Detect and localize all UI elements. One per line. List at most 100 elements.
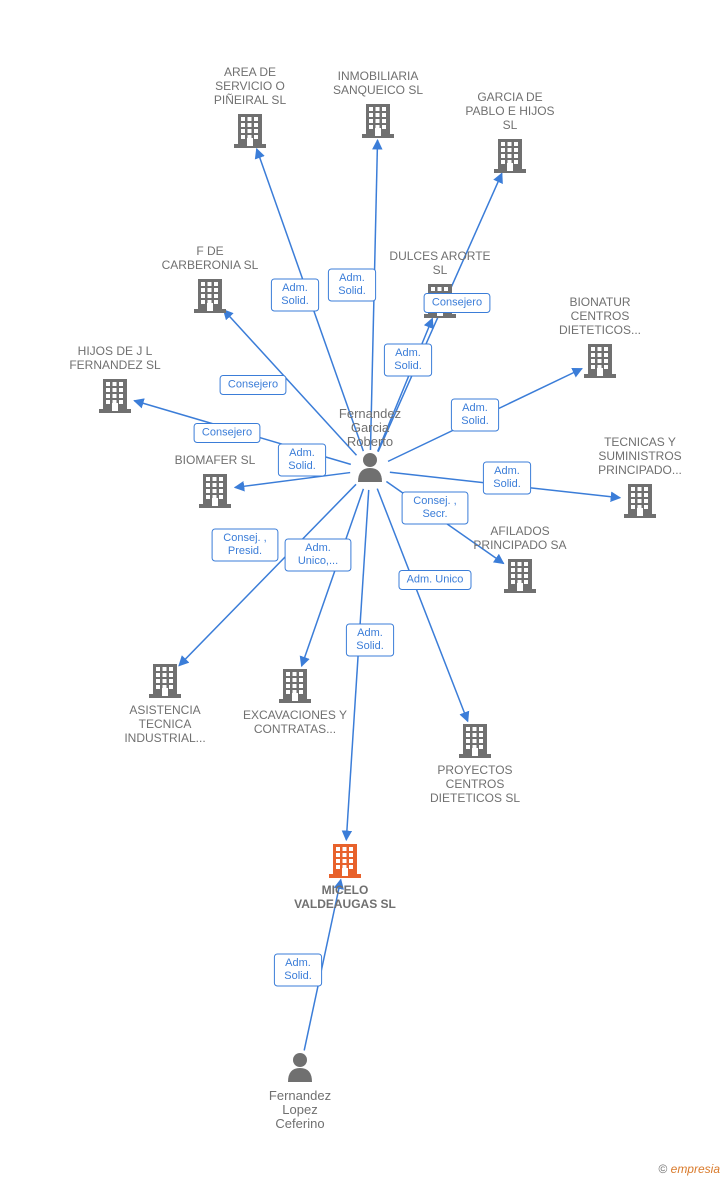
- svg-text:CENTROS: CENTROS: [571, 309, 630, 323]
- edge-label: Adm.Solid.: [346, 624, 393, 656]
- svg-text:AREA DE: AREA DE: [224, 65, 276, 79]
- svg-text:SL: SL: [503, 118, 518, 132]
- svg-text:Solid.: Solid.: [284, 970, 312, 982]
- svg-text:Adm.: Adm.: [289, 447, 315, 459]
- svg-text:Solid.: Solid.: [461, 415, 489, 427]
- company-node: PROYECTOSCENTROSDIETETICOS SL: [430, 724, 520, 805]
- svg-text:PABLO E HIJOS: PABLO E HIJOS: [465, 104, 554, 118]
- svg-text:INDUSTRIAL...: INDUSTRIAL...: [124, 731, 205, 745]
- edge-label: Adm.Solid.: [328, 269, 375, 301]
- company-node: EXCAVACIONES YCONTRATAS...: [243, 669, 347, 736]
- edge-label: Adm.Unico,...: [285, 539, 351, 571]
- svg-text:Ceferino: Ceferino: [275, 1116, 324, 1131]
- svg-text:Solid.: Solid.: [356, 640, 384, 652]
- svg-text:Consej. ,: Consej. ,: [223, 532, 266, 544]
- company-node-highlight: MICELOVALDEAUGAS SL: [294, 844, 396, 911]
- svg-text:Secr.: Secr.: [422, 508, 447, 520]
- edge-label: Adm.Solid.: [278, 444, 325, 476]
- edge-label: Adm.Solid.: [483, 462, 530, 494]
- svg-text:VALDEAUGAS SL: VALDEAUGAS SL: [294, 897, 396, 911]
- svg-text:EXCAVACIONES Y: EXCAVACIONES Y: [243, 708, 347, 722]
- edge-label: Consej. ,Presid.: [212, 529, 278, 561]
- company-node: ASISTENCIATECNICAINDUSTRIAL...: [124, 664, 205, 745]
- svg-text:INMOBILIARIA: INMOBILIARIA: [338, 69, 419, 83]
- edge-label: Consejero: [194, 424, 260, 443]
- svg-text:Unico,...: Unico,...: [298, 555, 338, 567]
- brand-name: empresia: [671, 1162, 720, 1176]
- svg-text:DULCES ARORTE: DULCES ARORTE: [389, 249, 490, 263]
- svg-text:F DE: F DE: [196, 244, 223, 258]
- edge-label: Adm.Solid.: [451, 399, 498, 431]
- edge-label: Consejero: [220, 376, 286, 395]
- svg-text:BIONATUR: BIONATUR: [569, 295, 630, 309]
- company-node: AFILADOSPRINCIPADO SA: [473, 524, 566, 593]
- company-node: AREA DESERVICIO OPIÑEIRAL SL: [214, 65, 287, 148]
- svg-text:Adm.: Adm.: [339, 272, 365, 284]
- svg-text:Solid.: Solid.: [288, 460, 316, 472]
- svg-text:Solid.: Solid.: [281, 295, 309, 307]
- svg-text:Adm.: Adm.: [462, 402, 488, 414]
- svg-text:BIOMAFER SL: BIOMAFER SL: [175, 453, 256, 467]
- svg-text:Lopez: Lopez: [282, 1102, 317, 1117]
- company-node: INMOBILIARIASANQUEICO SL: [333, 69, 423, 138]
- svg-text:Consejero: Consejero: [202, 427, 252, 439]
- svg-text:Adm.: Adm.: [357, 627, 383, 639]
- footer-copyright: © empresia: [658, 1162, 720, 1176]
- svg-text:Roberto: Roberto: [347, 434, 393, 449]
- svg-text:Consejero: Consejero: [432, 297, 482, 309]
- svg-text:SANQUEICO SL: SANQUEICO SL: [333, 83, 423, 97]
- svg-text:Solid.: Solid.: [338, 285, 366, 297]
- svg-text:TECNICAS Y: TECNICAS Y: [604, 435, 676, 449]
- edge-label: Adm.Solid.: [384, 344, 431, 376]
- svg-text:AFILADOS: AFILADOS: [490, 524, 549, 538]
- svg-text:TECNICA: TECNICA: [139, 717, 192, 731]
- svg-text:PROYECTOS: PROYECTOS: [437, 763, 512, 777]
- svg-text:SERVICIO O: SERVICIO O: [215, 79, 285, 93]
- svg-text:Garcia: Garcia: [351, 420, 390, 435]
- svg-text:Adm. Unico: Adm. Unico: [407, 574, 464, 586]
- svg-text:CENTROS: CENTROS: [446, 777, 505, 791]
- company-node: GARCIA DEPABLO E HIJOS SL: [465, 90, 554, 173]
- edge: [179, 484, 356, 665]
- svg-text:HIJOS DE J L: HIJOS DE J L: [78, 344, 153, 358]
- svg-text:Adm.: Adm.: [285, 957, 311, 969]
- svg-text:PRINCIPADO SA: PRINCIPADO SA: [473, 538, 566, 552]
- svg-text:Fernandez: Fernandez: [339, 406, 401, 421]
- company-node: TECNICAS YSUMINISTROSPRINCIPADO...: [598, 435, 682, 518]
- edge-label: Adm.Solid.: [274, 954, 321, 986]
- svg-text:DIETETICOS SL: DIETETICOS SL: [430, 791, 520, 805]
- svg-text:DIETETICOS...: DIETETICOS...: [559, 323, 641, 337]
- svg-text:CONTRATAS...: CONTRATAS...: [254, 722, 336, 736]
- svg-text:ASISTENCIA: ASISTENCIA: [129, 703, 200, 717]
- svg-text:Adm.: Adm.: [494, 465, 520, 477]
- svg-text:Presid.: Presid.: [228, 545, 262, 557]
- svg-text:Adm.: Adm.: [395, 347, 421, 359]
- svg-text:SUMINISTROS: SUMINISTROS: [598, 449, 681, 463]
- svg-text:Solid.: Solid.: [394, 360, 422, 372]
- copyright-symbol: ©: [658, 1162, 667, 1176]
- svg-text:MICELO: MICELO: [322, 883, 369, 897]
- svg-text:Adm.: Adm.: [282, 282, 308, 294]
- svg-text:SL: SL: [433, 263, 448, 277]
- svg-text:CARBERONIA SL: CARBERONIA SL: [162, 258, 259, 272]
- company-node: HIJOS DE J LFERNANDEZ SL: [69, 344, 161, 413]
- svg-text:GARCIA DE: GARCIA DE: [477, 90, 542, 104]
- edge-label: Consejero: [424, 294, 490, 313]
- svg-text:PIÑEIRAL SL: PIÑEIRAL SL: [214, 93, 287, 107]
- svg-text:PRINCIPADO...: PRINCIPADO...: [598, 463, 682, 477]
- person-node: FernandezLopezCeferino: [269, 1053, 331, 1131]
- edge-label: Adm.Solid.: [271, 279, 318, 311]
- edge-label: Consej. ,Secr.: [402, 492, 468, 524]
- edge-label: Adm. Unico: [399, 571, 471, 590]
- svg-text:FERNANDEZ SL: FERNANDEZ SL: [69, 358, 161, 372]
- svg-text:Solid.: Solid.: [493, 478, 521, 490]
- svg-text:Fernandez: Fernandez: [269, 1088, 331, 1103]
- svg-text:Adm.: Adm.: [305, 542, 331, 554]
- company-node: BIONATURCENTROSDIETETICOS...: [559, 295, 641, 378]
- svg-text:Consejero: Consejero: [228, 379, 278, 391]
- network-diagram: FernandezGarciaRobertoFernandezLopezCefe…: [0, 0, 728, 1180]
- person-node: FernandezGarciaRoberto: [339, 406, 401, 482]
- company-node: F DECARBERONIA SL: [162, 244, 259, 313]
- company-node: BIOMAFER SL: [175, 453, 256, 508]
- svg-text:Consej. ,: Consej. ,: [413, 495, 456, 507]
